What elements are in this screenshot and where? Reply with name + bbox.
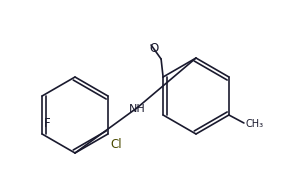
Text: NH: NH bbox=[129, 104, 146, 113]
Text: Cl: Cl bbox=[110, 138, 122, 151]
Text: CH₃: CH₃ bbox=[246, 119, 264, 129]
Text: O: O bbox=[150, 42, 159, 55]
Text: F: F bbox=[44, 117, 51, 130]
